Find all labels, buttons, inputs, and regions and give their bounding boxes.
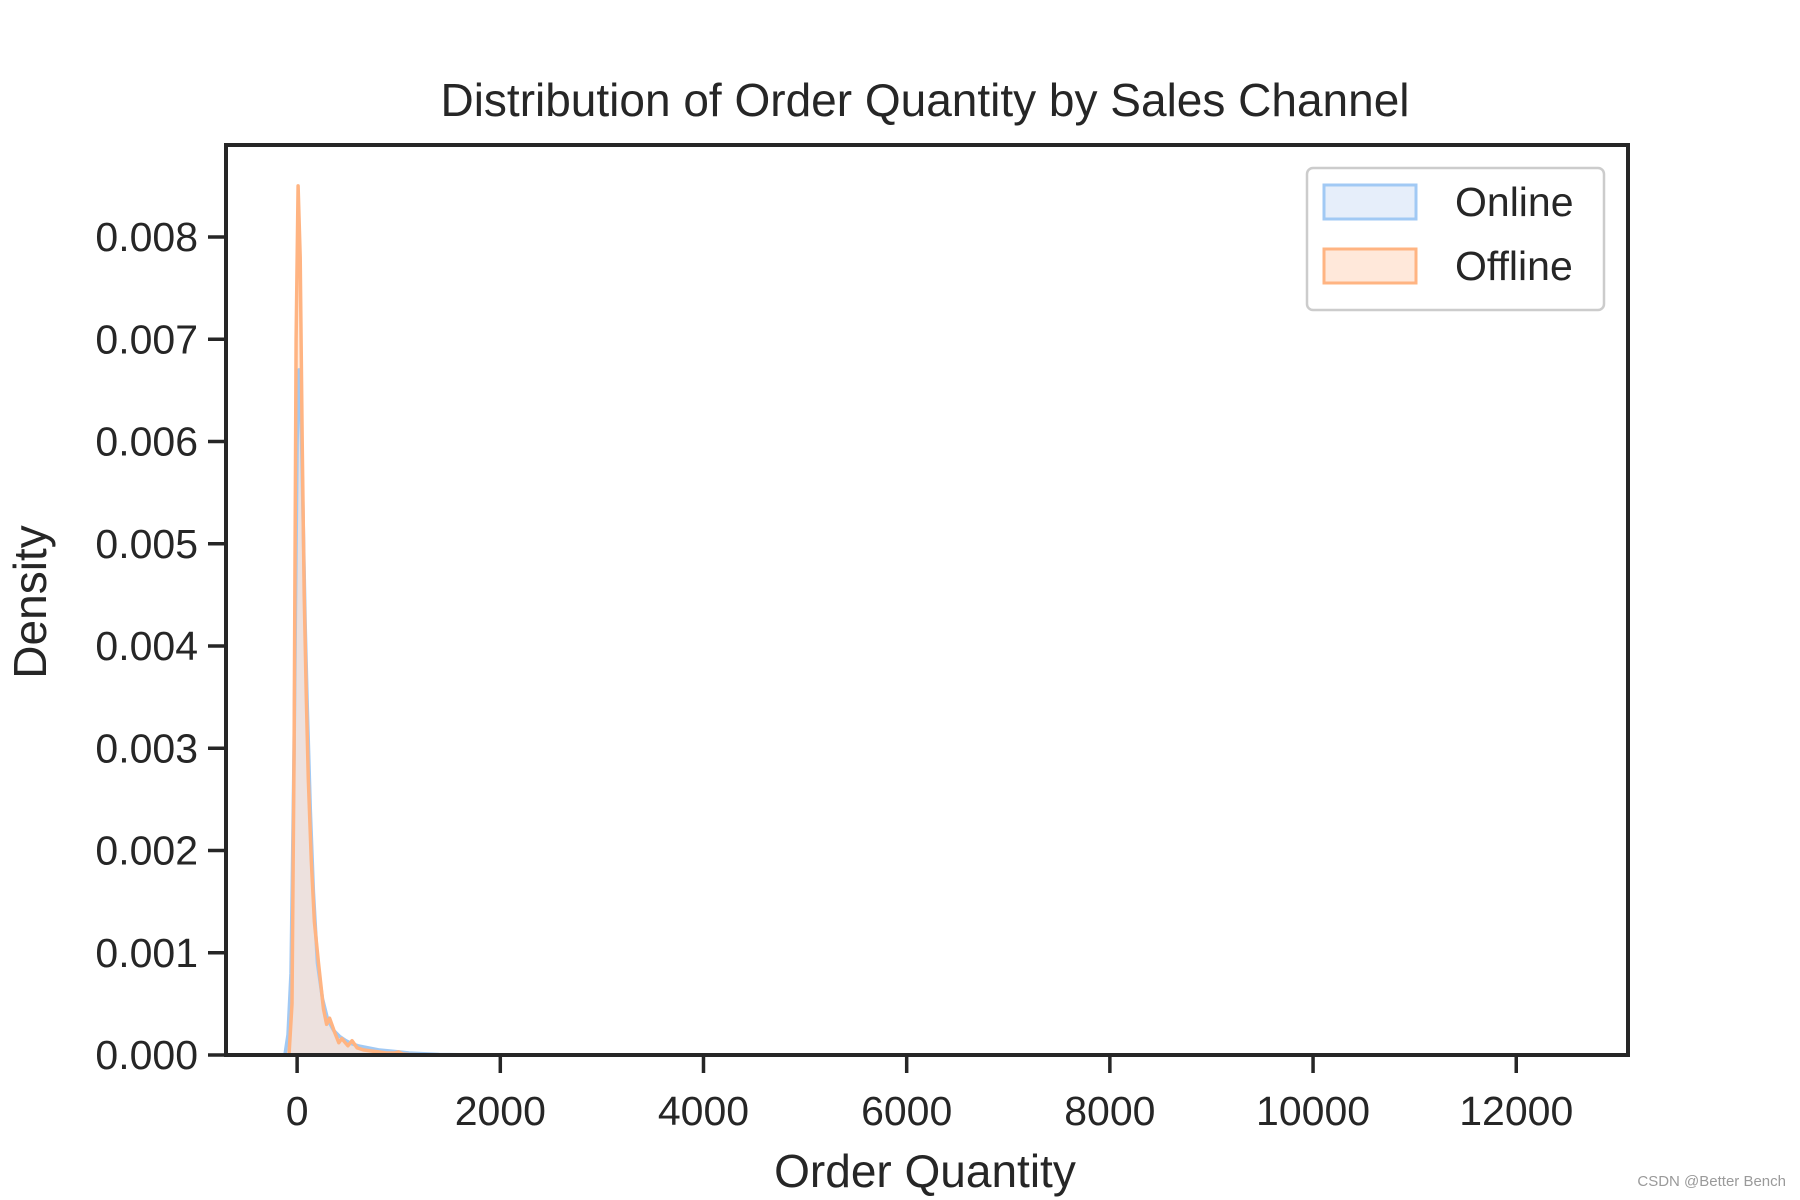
y-tick-label: 0.006 — [95, 419, 198, 465]
y-tick-label: 0.008 — [95, 214, 198, 260]
plot-area — [283, 184, 481, 1055]
legend-label-offline: Offline — [1455, 243, 1573, 289]
y-tick-label: 0.002 — [95, 828, 198, 874]
x-axis-label: Order Quantity — [774, 1145, 1076, 1197]
legend-swatch-offline — [1322, 247, 1418, 285]
x-tick-label: 12000 — [1459, 1088, 1573, 1134]
y-tick-label: 0.003 — [95, 725, 198, 771]
plot-frame — [224, 143, 1630, 1057]
x-tick-label: 2000 — [455, 1088, 546, 1134]
legend-swatch-online — [1322, 183, 1418, 221]
x-tick-label: 0 — [286, 1088, 309, 1134]
watermark: CSDN @Better Bench — [1637, 1173, 1786, 1190]
series-fill-offline — [289, 185, 440, 1055]
y-axis-label: Density — [4, 525, 56, 678]
y-tick-label: 0.004 — [95, 623, 198, 669]
x-tick-label: 8000 — [1064, 1088, 1155, 1134]
legend-label-online: Online — [1455, 179, 1574, 225]
y-tick-label: 0.000 — [95, 1032, 198, 1078]
series-fill-online — [284, 369, 480, 1055]
legend: Online Offline — [1305, 166, 1606, 312]
x-tick-label: 6000 — [861, 1088, 952, 1134]
y-tick-label: 0.001 — [95, 930, 198, 976]
y-tick-label: 0.007 — [95, 316, 198, 362]
x-tick-label: 4000 — [658, 1088, 749, 1134]
x-tick-label: 10000 — [1256, 1088, 1370, 1134]
y-tick-label: 0.005 — [95, 521, 198, 567]
axes: 0 2000 4000 6000 8000 10000 12000 0.000 0.001 0.0… — [95, 143, 1630, 1134]
chart-title: Distribution of Order Quantity by Sales … — [440, 74, 1409, 126]
